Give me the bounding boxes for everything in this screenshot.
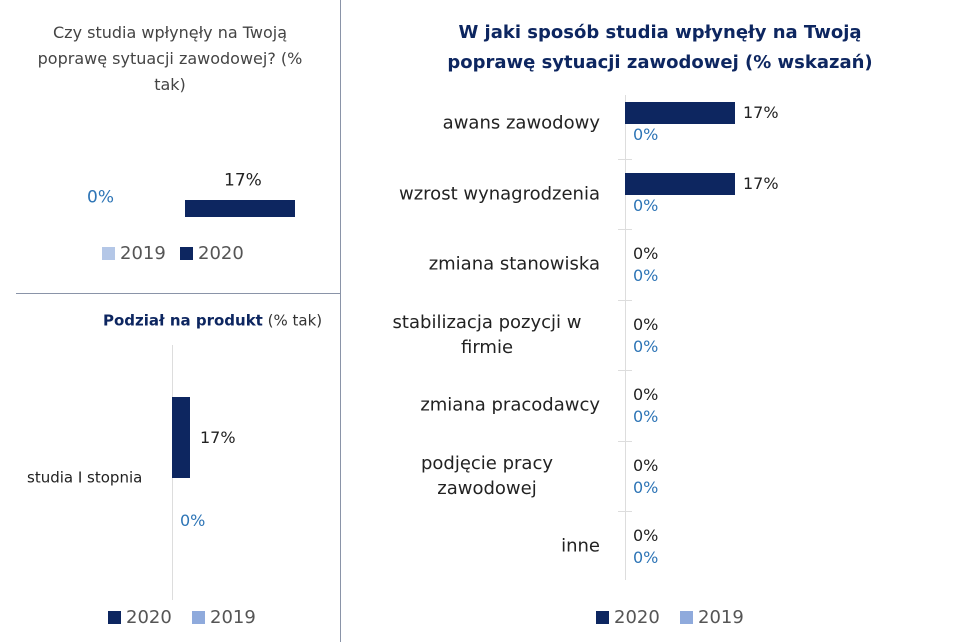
category-label: podjęcie pracy zawodowej — [420, 452, 554, 499]
legend-label: 2020 — [126, 607, 172, 628]
category-label: zmiana stanowiska — [428, 253, 600, 275]
category-label-wrap: podjęcie pracy zawodowej — [360, 451, 600, 501]
value-label: 0% — [633, 244, 659, 263]
category-label-wrap: zmiana pracodawcy — [360, 393, 600, 418]
value-label: 0% — [633, 477, 659, 497]
value-label: 0% — [633, 195, 659, 215]
value-label: 0% — [87, 187, 114, 208]
value-label: 17% — [743, 173, 779, 193]
legend-label: 2019 — [698, 607, 744, 628]
value-label: 0% — [633, 336, 659, 356]
legend-swatch — [180, 247, 193, 260]
row-separator — [618, 370, 632, 371]
row-separator — [618, 158, 632, 160]
category-label: studia I stopnia — [27, 468, 143, 487]
category-label-wrap: stabilizacja pozycji w firmie — [360, 310, 600, 360]
category-label-wrap: awans zawodowy — [360, 111, 600, 136]
legend-label: 2019 — [120, 243, 166, 264]
legend-swatch — [102, 247, 115, 260]
value-label: 0% — [633, 266, 659, 285]
divider-horizontal — [16, 293, 340, 294]
legend-label: 2019 — [210, 607, 256, 628]
value-label: 0% — [633, 526, 659, 545]
value-label: 17% — [200, 427, 236, 447]
chart-title-wrap: Podział na produkt (% tak) — [103, 311, 323, 330]
legend-label: 2020 — [614, 607, 660, 628]
legend-swatch — [192, 611, 205, 624]
value-label: 0% — [633, 314, 659, 334]
category-label: awans zawodowy — [442, 112, 600, 134]
axis-line — [625, 95, 626, 580]
chart-title: Czy studia wpłynęły na Twoją poprawę syt… — [37, 23, 303, 94]
legend-swatch — [680, 611, 693, 624]
value-label: 17% — [743, 103, 779, 122]
row-separator — [618, 229, 632, 230]
category-label-wrap: wzrost wynagrodzenia — [360, 181, 600, 206]
value-label: 0% — [633, 385, 659, 404]
bar — [625, 102, 735, 124]
value-label: 0% — [633, 125, 659, 144]
value-label: 0% — [180, 511, 206, 530]
row-separator — [618, 299, 632, 301]
row-separator — [618, 440, 632, 442]
category-label: inne — [561, 535, 600, 557]
bar — [625, 172, 735, 195]
row-separator — [618, 511, 632, 512]
category-label: wzrost wynagrodzenia — [399, 183, 600, 204]
value-label: 0% — [633, 407, 659, 426]
category-label: zmiana pracodawcy — [420, 394, 600, 416]
category-label: stabilizacja pozycji w firmie — [392, 311, 582, 358]
legend-label: 2020 — [198, 243, 244, 264]
divider-vertical — [340, 0, 341, 642]
value-label: 0% — [633, 455, 659, 475]
chart-title: W jaki sposób studia wpłynęły na Twoją p… — [447, 22, 873, 73]
bar — [185, 200, 295, 217]
chart-subtitle: (% tak) — [267, 311, 323, 330]
legend-swatch — [108, 611, 121, 624]
value-label: 17% — [224, 170, 262, 191]
value-label: 0% — [633, 548, 659, 567]
chart-title: Podział na produkt — [103, 311, 263, 330]
category-label-wrap: zmiana stanowiska — [360, 252, 600, 277]
legend-swatch — [596, 611, 609, 624]
bar — [172, 397, 190, 478]
category-label-wrap: inne — [360, 534, 600, 559]
